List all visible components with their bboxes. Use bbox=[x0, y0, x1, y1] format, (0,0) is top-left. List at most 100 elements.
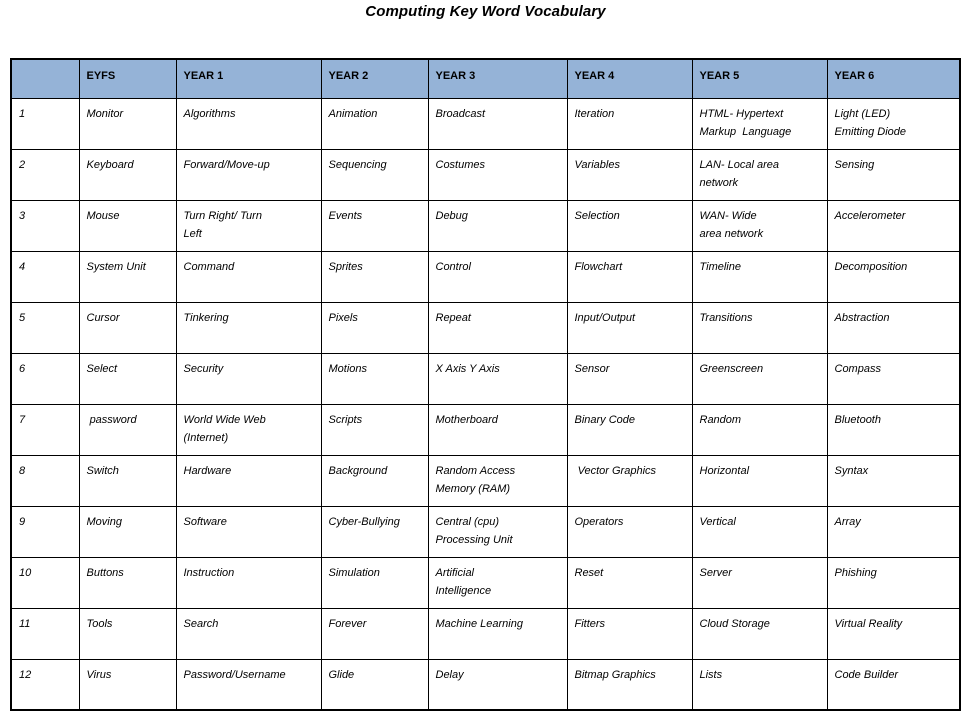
vocab-cell: Greenscreen bbox=[691, 352, 828, 405]
vocab-cell: Costumes bbox=[427, 148, 568, 201]
vocab-cell: Pixels bbox=[320, 301, 429, 354]
row-number-cell: 12 bbox=[10, 658, 80, 711]
vocab-cell: Forward/Move-up bbox=[175, 148, 322, 201]
vocab-cell: Input/Output bbox=[566, 301, 693, 354]
vocab-cell: Search bbox=[175, 607, 322, 660]
vocabulary-table: EYFS YEAR 1 YEAR 2 YEAR 3 YEAR 4 YEAR 5 YEAR 6… bbox=[10, 58, 961, 711]
column-header: YEAR 5 bbox=[691, 58, 828, 99]
vocab-cell: Sequencing bbox=[320, 148, 429, 201]
table-row: 1 Monitor Algorithms Animation Broadcast Iter… bbox=[10, 97, 961, 150]
column-header: YEAR 1 bbox=[175, 58, 322, 99]
table-row: 7 password World Wide Web (Internet) Scrip… bbox=[10, 403, 961, 456]
row-number-cell: 3 bbox=[10, 199, 80, 252]
table-row: 3 Mouse Turn Right/ Turn Left Events Debug Se… bbox=[10, 199, 961, 252]
vocab-cell: Background bbox=[320, 454, 429, 507]
vocab-cell: System Unit bbox=[78, 250, 177, 303]
vocab-cell: Sprites bbox=[320, 250, 429, 303]
vocab-cell: Flowchart bbox=[566, 250, 693, 303]
row-number-cell: 9 bbox=[10, 505, 80, 558]
vocab-cell: Glide bbox=[320, 658, 429, 711]
vocab-cell: Keyboard bbox=[78, 148, 177, 201]
vocab-cell: HTML- Hypertext Markup Language bbox=[691, 97, 828, 150]
vocab-cell: Turn Right/ Turn Left bbox=[175, 199, 322, 252]
vocab-cell: Repeat bbox=[427, 301, 568, 354]
vocab-cell: Cursor bbox=[78, 301, 177, 354]
vocab-cell: Debug bbox=[427, 199, 568, 252]
vocab-cell: Forever bbox=[320, 607, 429, 660]
row-number-cell: 10 bbox=[10, 556, 80, 609]
table-header: EYFS YEAR 1 YEAR 2 YEAR 3 YEAR 4 YEAR 5 YEAR 6 bbox=[10, 58, 961, 99]
row-number-cell: 2 bbox=[10, 148, 80, 201]
vocab-cell: Animation bbox=[320, 97, 429, 150]
vocab-cell: LAN- Local area network bbox=[691, 148, 828, 201]
vocab-cell: Scripts bbox=[320, 403, 429, 456]
vocab-cell: Control bbox=[427, 250, 568, 303]
column-header: YEAR 2 bbox=[320, 58, 429, 99]
vocab-cell: Motherboard bbox=[427, 403, 568, 456]
vocab-cell: Mouse bbox=[78, 199, 177, 252]
vocab-cell: Cyber-Bullying bbox=[320, 505, 429, 558]
vocab-cell: Reset bbox=[566, 556, 693, 609]
table-row: 11 Tools Search Forever Machine Learning Fitt… bbox=[10, 607, 961, 660]
vocab-cell: Vector Graphics bbox=[566, 454, 693, 507]
vocab-cell: Random bbox=[691, 403, 828, 456]
vocab-cell: Fitters bbox=[566, 607, 693, 660]
vocab-cell: Security bbox=[175, 352, 322, 405]
vocab-cell: Selection bbox=[566, 199, 693, 252]
vocab-cell: Events bbox=[320, 199, 429, 252]
vocab-cell: Select bbox=[78, 352, 177, 405]
vocab-cell: Tools bbox=[78, 607, 177, 660]
vocab-cell: Binary Code bbox=[566, 403, 693, 456]
vocab-cell: Virus bbox=[78, 658, 177, 711]
vocab-cell: Operators bbox=[566, 505, 693, 558]
row-number-cell: 8 bbox=[10, 454, 80, 507]
row-number-cell: 11 bbox=[10, 607, 80, 660]
vocab-cell: Tinkering bbox=[175, 301, 322, 354]
vocab-cell: Accelerometer bbox=[826, 199, 961, 252]
table-row: 4 System Unit Command Sprites Control Flowcha… bbox=[10, 250, 961, 303]
vocab-cell: WAN- Wide area network bbox=[691, 199, 828, 252]
row-number-cell: 4 bbox=[10, 250, 80, 303]
vocab-cell: Hardware bbox=[175, 454, 322, 507]
vocab-cell: Array bbox=[826, 505, 961, 558]
page-title: Computing Key Word Vocabulary bbox=[365, 3, 606, 20]
row-number-cell: 5 bbox=[10, 301, 80, 354]
header-row: EYFS YEAR 1 YEAR 2 YEAR 3 YEAR 4 YEAR 5 YEAR 6 bbox=[10, 58, 961, 99]
vocab-cell: Bluetooth bbox=[826, 403, 961, 456]
vocab-cell: password bbox=[78, 403, 177, 456]
vocab-cell: Buttons bbox=[78, 556, 177, 609]
vocab-cell: Virtual Reality bbox=[826, 607, 961, 660]
vocab-cell: Bitmap Graphics bbox=[566, 658, 693, 711]
vocab-cell: Central (cpu) Processing Unit bbox=[427, 505, 568, 558]
vocab-cell: Machine Learning bbox=[427, 607, 568, 660]
vocab-cell: Instruction bbox=[175, 556, 322, 609]
vocab-cell: Lists bbox=[691, 658, 828, 711]
vocab-cell: Password/Username bbox=[175, 658, 322, 711]
vocab-cell: Monitor bbox=[78, 97, 177, 150]
vocab-cell: Syntax bbox=[826, 454, 961, 507]
vocab-cell: Simulation bbox=[320, 556, 429, 609]
vocab-cell: Decomposition bbox=[826, 250, 961, 303]
vocab-cell: Abstraction bbox=[826, 301, 961, 354]
vocab-cell: Moving bbox=[78, 505, 177, 558]
vocab-cell: Artificial Intelligence bbox=[427, 556, 568, 609]
table-row: 10 Buttons Instruction Simulation Artificial… bbox=[10, 556, 961, 609]
vocab-cell: Iteration bbox=[566, 97, 693, 150]
table-row: 8 Switch Hardware Background Random Access M… bbox=[10, 454, 961, 507]
vocab-cell: Algorithms bbox=[175, 97, 322, 150]
vocab-cell: Phishing bbox=[826, 556, 961, 609]
row-number-cell: 1 bbox=[10, 97, 80, 150]
column-header: YEAR 4 bbox=[566, 58, 693, 99]
vocab-cell: Delay bbox=[427, 658, 568, 711]
vocab-cell: Sensor bbox=[566, 352, 693, 405]
column-header bbox=[10, 58, 80, 99]
vocab-cell: Variables bbox=[566, 148, 693, 201]
table-row: 2 Keyboard Forward/Move-up Sequencing Costum… bbox=[10, 148, 961, 201]
row-number-cell: 6 bbox=[10, 352, 80, 405]
vocab-cell: Code Builder bbox=[826, 658, 961, 711]
vocab-cell: Light (LED) Emitting Diode bbox=[826, 97, 961, 150]
vocab-cell: Server bbox=[691, 556, 828, 609]
vocab-cell: Vertical bbox=[691, 505, 828, 558]
vocab-cell: Timeline bbox=[691, 250, 828, 303]
